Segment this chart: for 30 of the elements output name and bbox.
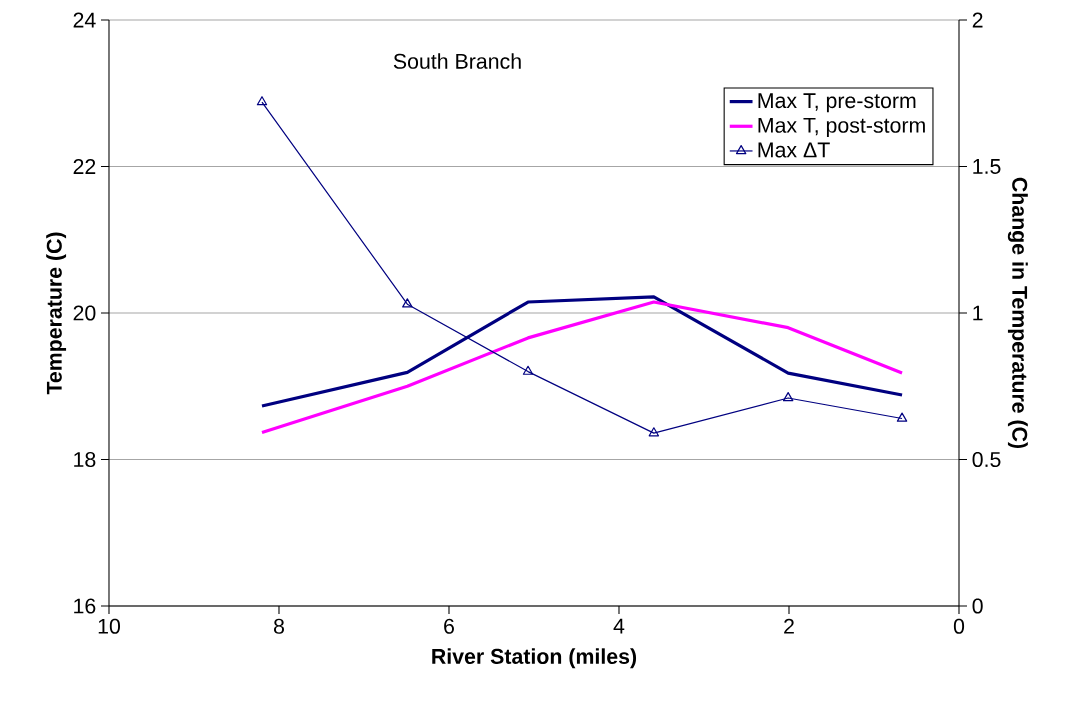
line-series <box>260 300 904 434</box>
point <box>522 365 534 375</box>
y2-tick-label: 2 <box>972 12 983 28</box>
x-tick-label: 2 <box>784 618 794 634</box>
y2-tick-label: 1 <box>973 305 983 321</box>
y2-tick-label: 0 <box>972 598 983 614</box>
x-tick-label: 0 <box>953 618 965 634</box>
point <box>896 412 908 422</box>
point <box>402 298 413 308</box>
y2-tick-label: 1.5 <box>973 159 1001 174</box>
annotation: South Branch <box>393 53 521 69</box>
point <box>256 96 268 106</box>
legend-label: Max ΔT <box>758 142 830 158</box>
legend-label: Max T, post-storm <box>758 117 925 138</box>
x-tick-label: 8 <box>273 618 284 634</box>
y-tick-label: 24 <box>73 12 96 28</box>
x-tick-label: 6 <box>444 618 454 634</box>
legend-label: Max T, pre-storm <box>758 93 916 113</box>
y-tick-label: 18 <box>74 451 96 468</box>
x-axis-title: River Station (miles) <box>432 648 637 669</box>
y2-axis-title: Change in Temperature (C) <box>1007 177 1028 449</box>
point <box>782 392 794 402</box>
x-tick-label: 4 <box>613 618 625 634</box>
y-tick-label: 20 <box>73 305 96 321</box>
point <box>648 427 660 437</box>
y-tick-label: 16 <box>74 598 96 614</box>
y-axis-title: Temperature (C) <box>46 232 67 395</box>
x-tick-label: 10 <box>98 618 121 634</box>
y2-tick-label: 0.5 <box>972 451 1001 468</box>
y-tick-label: 22 <box>73 159 96 174</box>
